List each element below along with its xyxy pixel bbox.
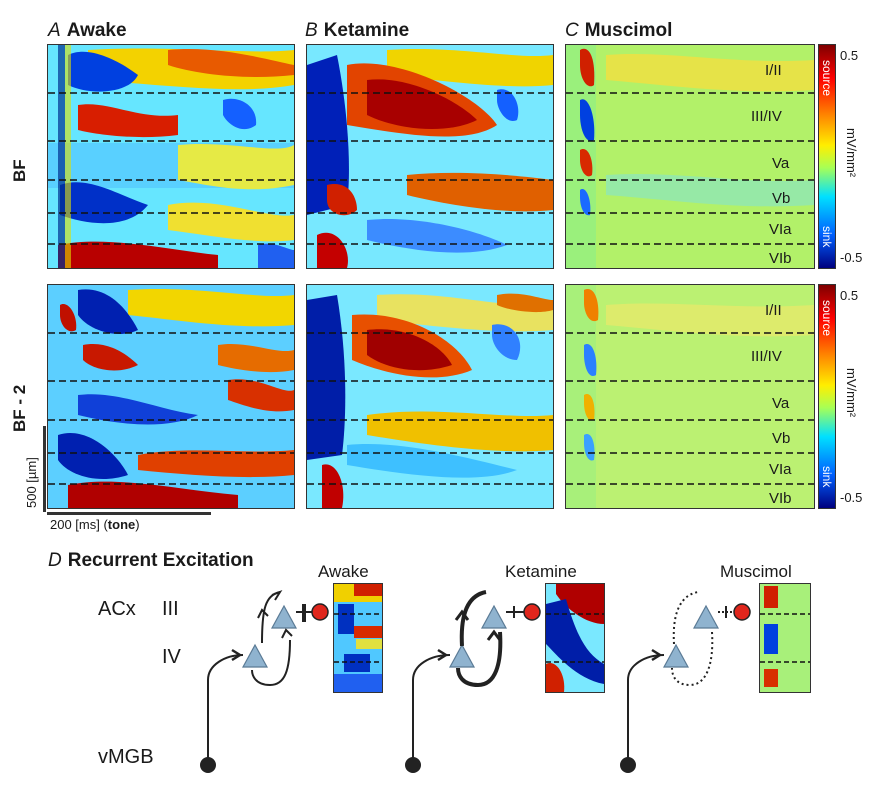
depth-scale-bar bbox=[43, 426, 46, 512]
colorbar-bottom-max-tick: 0.5 bbox=[840, 288, 859, 303]
colorbar-bottom bbox=[818, 284, 836, 509]
heatmap-awake-bf2-graphic bbox=[48, 285, 294, 508]
mini-heatmap-awake bbox=[333, 583, 383, 693]
depth-scale-label: 500 [µm] bbox=[24, 457, 39, 508]
circuit-ketamine bbox=[405, 590, 541, 773]
heatmap-ketamine-bf2 bbox=[306, 284, 554, 509]
layer-label-vib-top: VIb bbox=[769, 250, 792, 267]
colorbar-top-max-tick: 0.5 bbox=[840, 48, 859, 63]
heatmap-ketamine-bf bbox=[306, 44, 554, 269]
condition-label-awake: Awake bbox=[318, 562, 369, 581]
colorbar-top-source-label: source bbox=[820, 60, 834, 97]
panel-title-b: B Ketamine bbox=[305, 20, 410, 41]
colorbar-bottom-sink-label: sink bbox=[820, 466, 834, 488]
layer-label-vib-bottom: VIb bbox=[769, 490, 792, 507]
layer-label-vb-top: Vb bbox=[772, 190, 791, 207]
layer-label-i-ii-bottom: I/II bbox=[765, 302, 782, 319]
layer-label-vb-bottom: Vb bbox=[772, 430, 791, 447]
layer-label-va-bottom: Va bbox=[772, 395, 790, 412]
layer-iv-label: IV bbox=[162, 646, 181, 668]
heatmap-ketamine-bf-graphic bbox=[307, 45, 553, 268]
mini-heatmap-awake-graphic bbox=[334, 584, 382, 692]
heatmap-awake-bf-graphic bbox=[48, 45, 294, 268]
colorbar-top-sink-label: sink bbox=[820, 226, 834, 248]
row-label-bf: BF bbox=[10, 159, 29, 182]
colorbar-bottom-min-tick: -0.5 bbox=[840, 490, 863, 505]
heatmap-muscimol-bf bbox=[565, 44, 815, 269]
heatmap-muscimol-bf2-graphic bbox=[566, 285, 814, 508]
mini-heatmap-muscimol bbox=[759, 583, 811, 693]
circuit-awake bbox=[200, 590, 329, 773]
circuit-diagrams bbox=[200, 590, 751, 773]
layer-label-i-ii-top: I/II bbox=[765, 62, 782, 79]
heatmap-awake-bf2 bbox=[47, 284, 295, 509]
layer-label-iii-iv-bottom: III/IV bbox=[751, 348, 782, 365]
colorbar-top-min-tick: -0.5 bbox=[840, 250, 863, 265]
layer-label-via-top: VIa bbox=[769, 221, 792, 238]
mini-heatmap-ketamine bbox=[545, 583, 605, 693]
panel-title-c: C Muscimol bbox=[565, 20, 673, 41]
colorbar-bottom-unit: mV/mm² bbox=[844, 368, 859, 418]
acx-label: ACx bbox=[98, 598, 136, 620]
layer-label-va-top: Va bbox=[772, 155, 790, 172]
layer-iii-label: III bbox=[162, 598, 179, 620]
vmgb-label: vMGB bbox=[98, 746, 154, 768]
colorbar-top bbox=[818, 44, 836, 269]
layer-label-via-bottom: VIa bbox=[769, 461, 792, 478]
time-scale-bar bbox=[47, 512, 211, 515]
condition-label-muscimol: Muscimol bbox=[720, 562, 792, 581]
heatmap-muscimol-bf2 bbox=[565, 284, 815, 509]
colorbar-top-unit: mV/mm² bbox=[844, 128, 859, 178]
circuit-muscimol bbox=[620, 591, 751, 773]
time-scale-label: 200 [ms] (tone) bbox=[50, 517, 140, 532]
heatmap-awake-bf bbox=[47, 44, 295, 269]
panel-title-a: A Awake bbox=[48, 20, 127, 41]
panel-title-d: D Recurrent Excitation bbox=[48, 550, 254, 571]
condition-label-ketamine: Ketamine bbox=[505, 562, 577, 581]
heatmap-ketamine-bf2-graphic bbox=[307, 285, 553, 508]
heatmap-muscimol-bf-graphic bbox=[566, 45, 814, 268]
colorbar-bottom-source-label: source bbox=[820, 300, 834, 337]
mini-heatmap-ketamine-graphic bbox=[546, 584, 604, 692]
row-label-bf2: BF - 2 bbox=[10, 384, 29, 432]
mini-heatmap-muscimol-graphic bbox=[760, 584, 810, 692]
layer-label-iii-iv-top: III/IV bbox=[751, 108, 782, 125]
